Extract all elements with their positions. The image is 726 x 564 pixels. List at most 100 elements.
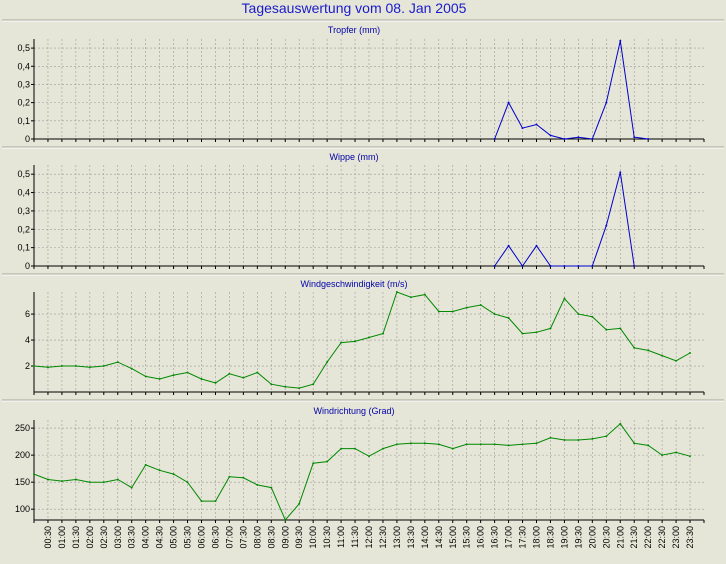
x-tick-label: 23:00 [671,526,681,549]
data-point [661,354,664,357]
y-tick-label: 0,1 [17,116,30,126]
x-tick-label: 03:00 [113,526,123,549]
data-point [186,371,189,374]
data-point [619,39,622,42]
data-point [88,366,91,369]
y-tick-label: 0,3 [17,206,30,216]
data-point [298,387,301,390]
chart-panel: Tropfer (mm) 0 0,1 0,2 0,3 0,4 0,5 [17,25,705,144]
data-point [591,437,594,440]
data-point [47,478,49,481]
data-point [451,310,454,313]
data-point [88,481,91,484]
y-tick-label: 100 [15,504,30,514]
data-point [242,476,245,479]
x-tick-label: 06:30 [210,526,220,549]
x-tick-label: 14:00 [420,526,430,549]
data-point [130,486,133,489]
x-tick-label: 03:30 [127,526,137,549]
data-point [144,375,147,378]
data-point [200,378,203,380]
x-tick-label: 12:30 [378,526,388,549]
x-tick-label: 12:00 [364,526,374,549]
x-tick-label: 16:30 [490,526,500,549]
data-point [116,478,119,481]
data-point [298,502,301,505]
series-line [33,423,691,521]
x-tick-label: 10:30 [322,526,332,549]
y-tick-label: 0,3 [17,79,30,89]
data-point [647,138,650,140]
data-point [535,123,538,126]
x-tick-label: 08:00 [252,526,262,549]
y-tick-label: 6 [25,309,30,319]
data-point [563,138,566,140]
data-point [675,451,678,454]
data-point [647,349,650,352]
data-point [479,443,482,446]
y-tick-label: 0,5 [17,43,30,53]
x-tick-label: 19:30 [573,526,583,549]
data-point [633,265,636,267]
x-tick-label: 18:30 [545,526,555,549]
data-point [33,365,35,367]
data-point [689,455,691,458]
data-point [549,327,552,330]
panel-title: Tropfer (mm) [328,25,380,35]
y-tick-label: 4 [25,335,30,345]
data-point [102,365,105,367]
data-point [521,127,524,130]
data-point [619,327,622,330]
data-point [74,365,77,367]
x-tick-label: 15:30 [462,526,472,549]
data-point [591,315,594,318]
data-point [577,313,580,316]
data-point [326,361,329,364]
data-point [605,435,608,438]
data-point [549,134,552,137]
data-point [172,473,175,476]
data-point [619,422,622,425]
data-point [423,442,426,445]
data-point [116,361,119,364]
x-tick-label: 01:30 [71,526,81,549]
data-point [521,443,524,446]
x-tick-label: 04:00 [141,526,151,549]
data-point [47,366,49,369]
data-point [312,383,315,386]
x-tick-label: 21:00 [615,526,625,549]
x-tick-label: 13:00 [392,526,402,549]
data-point [591,265,594,267]
panel-title: Wippe (mm) [330,152,379,162]
x-tick-label: 20:00 [587,526,597,549]
x-tick-label: 18:00 [532,526,542,549]
y-tick-label: 0,2 [17,224,30,234]
data-point [465,306,468,309]
x-tick-label: 22:00 [643,526,653,549]
data-point [228,372,231,375]
x-tick-label: 06:00 [197,526,207,549]
data-point [409,442,412,445]
data-point [33,473,35,476]
x-tick-label: 14:30 [434,526,444,549]
x-tick-label: 17:00 [504,526,514,549]
data-point [493,443,496,446]
data-point [521,332,524,335]
x-tick-label: 19:00 [559,526,569,549]
series-line [33,291,691,389]
x-tick-label: 05:30 [183,526,193,549]
y-tick-label: 200 [15,450,30,460]
data-point [423,293,426,296]
x-tick-label: 02:00 [85,526,95,549]
data-point [619,171,622,174]
data-point [563,265,566,267]
data-point [256,483,259,486]
data-point [465,443,468,446]
chart-panel: Windgeschwindigkeit (m/s) 2 4 6 [25,279,705,395]
data-point [591,138,594,140]
y-tick-label: 250 [15,423,30,433]
data-point [507,244,510,247]
data-point [437,443,440,446]
data-point [228,475,231,478]
y-tick-label: 0,4 [17,188,30,198]
